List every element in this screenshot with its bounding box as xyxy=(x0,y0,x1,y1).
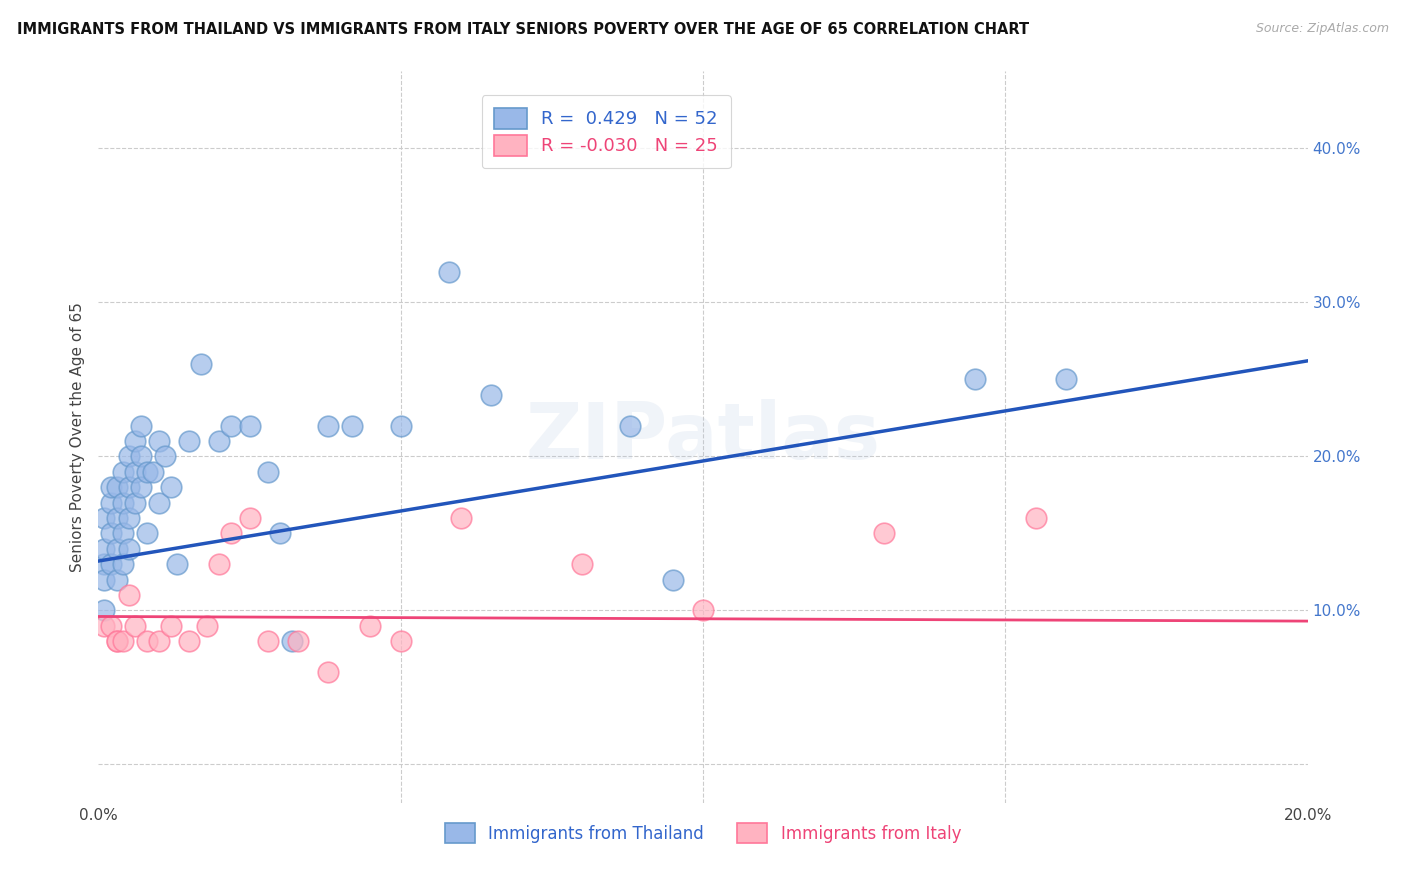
Point xyxy=(135,634,157,648)
Point xyxy=(129,450,152,464)
Point xyxy=(111,465,134,479)
Point xyxy=(269,526,291,541)
Point xyxy=(148,434,170,448)
Point xyxy=(239,511,262,525)
Point xyxy=(124,495,146,509)
Point xyxy=(208,557,231,571)
Point xyxy=(179,434,201,448)
Point xyxy=(661,573,683,587)
Point xyxy=(166,557,188,571)
Point xyxy=(93,618,115,632)
Point xyxy=(100,526,122,541)
Point xyxy=(256,634,278,648)
Point xyxy=(105,634,128,648)
Text: ZIPatlas: ZIPatlas xyxy=(526,399,880,475)
Point xyxy=(118,450,141,464)
Point xyxy=(342,418,364,433)
Point xyxy=(105,541,128,556)
Point xyxy=(93,557,115,571)
Point xyxy=(281,634,304,648)
Point xyxy=(105,480,128,494)
Point xyxy=(619,418,641,433)
Y-axis label: Seniors Poverty Over the Age of 65: Seniors Poverty Over the Age of 65 xyxy=(70,302,86,572)
Point xyxy=(148,495,170,509)
Point xyxy=(153,450,176,464)
Point xyxy=(195,618,218,632)
Point xyxy=(124,434,146,448)
Point xyxy=(389,418,412,433)
Point xyxy=(965,372,987,386)
Point xyxy=(692,603,714,617)
Point xyxy=(100,480,122,494)
Point xyxy=(481,388,503,402)
Point xyxy=(571,557,593,571)
Point xyxy=(160,480,183,494)
Point xyxy=(93,603,115,617)
Point xyxy=(873,526,896,541)
Point xyxy=(124,618,146,632)
Point xyxy=(100,618,122,632)
Point xyxy=(93,573,115,587)
Point xyxy=(1054,372,1077,386)
Point xyxy=(148,634,170,648)
Point xyxy=(105,573,128,587)
Point xyxy=(129,418,152,433)
Point xyxy=(221,526,243,541)
Point xyxy=(124,465,146,479)
Point xyxy=(135,526,157,541)
Point xyxy=(100,557,122,571)
Point xyxy=(239,418,262,433)
Point xyxy=(450,511,472,525)
Point xyxy=(190,357,212,371)
Point xyxy=(179,634,201,648)
Point xyxy=(142,465,165,479)
Point xyxy=(316,418,339,433)
Point xyxy=(1024,511,1046,525)
Point xyxy=(316,665,339,679)
Point xyxy=(389,634,412,648)
Point xyxy=(160,618,183,632)
Point xyxy=(437,264,460,278)
Text: IMMIGRANTS FROM THAILAND VS IMMIGRANTS FROM ITALY SENIORS POVERTY OVER THE AGE O: IMMIGRANTS FROM THAILAND VS IMMIGRANTS F… xyxy=(17,22,1029,37)
Point xyxy=(118,511,141,525)
Point xyxy=(118,480,141,494)
Point xyxy=(111,634,134,648)
Point xyxy=(111,495,134,509)
Point xyxy=(256,465,278,479)
Point xyxy=(93,541,115,556)
Point xyxy=(129,480,152,494)
Point xyxy=(135,465,157,479)
Point xyxy=(111,557,134,571)
Point xyxy=(93,511,115,525)
Point xyxy=(105,511,128,525)
Legend: Immigrants from Thailand, Immigrants from Italy: Immigrants from Thailand, Immigrants fro… xyxy=(439,817,967,849)
Point xyxy=(118,541,141,556)
Point xyxy=(221,418,243,433)
Point xyxy=(360,618,382,632)
Point xyxy=(105,634,128,648)
Point xyxy=(111,526,134,541)
Text: Source: ZipAtlas.com: Source: ZipAtlas.com xyxy=(1256,22,1389,36)
Point xyxy=(208,434,231,448)
Point xyxy=(287,634,309,648)
Point xyxy=(118,588,141,602)
Point xyxy=(100,495,122,509)
